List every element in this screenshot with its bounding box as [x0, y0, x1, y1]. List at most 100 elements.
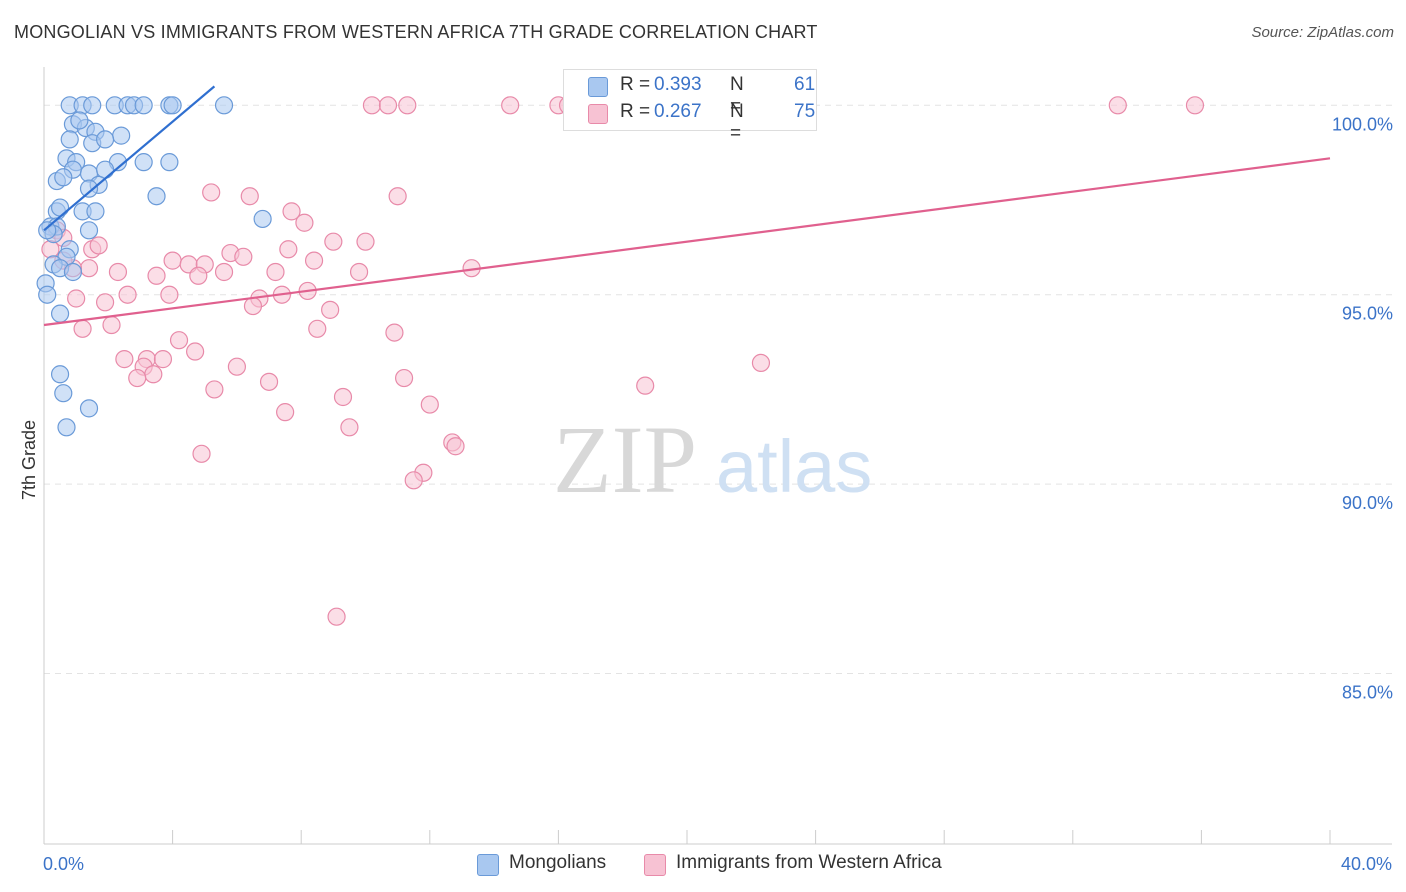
legend-swatch-pink [588, 104, 608, 124]
data-point [134, 153, 153, 172]
legend-label: Mongolians [509, 852, 607, 873]
y-tick-label: 95.0% [1342, 304, 1393, 324]
y-tick-label: 85.0% [1342, 683, 1393, 703]
legend-r-value: 0.393 [654, 74, 702, 95]
data-point [134, 96, 153, 115]
legend-label: Immigrants from Western Africa [676, 852, 942, 873]
data-point [385, 323, 404, 342]
data-point [112, 126, 131, 145]
legend-n-label: N = [730, 74, 744, 117]
data-point [86, 202, 105, 221]
data-point [356, 232, 375, 251]
chart-title: MONGOLIAN VS IMMIGRANTS FROM WESTERN AFR… [14, 22, 818, 42]
legend-n-value: 61 [794, 74, 816, 95]
data-point [54, 384, 73, 403]
data-point [128, 368, 147, 388]
data-point [147, 266, 166, 285]
data-point [214, 96, 234, 115]
data-point [636, 376, 655, 395]
x-tick-label: 0.0% [43, 854, 84, 874]
series-mongolians [36, 96, 272, 437]
source-label: Source: ZipAtlas.com [1251, 24, 1394, 41]
data-point [202, 183, 221, 202]
data-point [147, 187, 166, 206]
data-point [394, 368, 414, 388]
trend-lines [43, 85, 1331, 327]
data-point [102, 315, 121, 335]
data-point [160, 285, 179, 304]
watermark: ZIP atlas [553, 406, 872, 513]
axes [43, 67, 1392, 845]
legend-n-label: N = [730, 101, 744, 144]
data-point [259, 372, 279, 391]
data-point [388, 187, 407, 206]
axis-labels: 100.0% 95.0% 90.0% 85.0% 0.0% 40.0% 7th Grade [19, 114, 1393, 874]
data-point [240, 187, 259, 206]
data-point [398, 96, 417, 115]
legend-swatch-pink [644, 854, 666, 876]
legend-n-value: 75 [794, 101, 816, 122]
legend-r-value: 0.267 [654, 101, 702, 122]
data-point [362, 96, 382, 115]
data-point [115, 350, 134, 369]
data-point [378, 96, 398, 115]
data-point [79, 221, 99, 240]
data-point [1108, 96, 1127, 115]
data-point [404, 471, 423, 490]
data-point [295, 213, 314, 232]
data-point [333, 387, 353, 407]
data-point [50, 304, 70, 323]
data-point [60, 130, 79, 149]
x-tick-label: 40.0% [1341, 854, 1392, 874]
legend-swatch-blue [588, 77, 608, 97]
data-point [79, 179, 99, 198]
trend-line [43, 157, 1331, 327]
data-point [205, 380, 224, 399]
data-point [38, 285, 57, 304]
legend-swatch-blue [477, 854, 499, 876]
data-point [89, 236, 108, 255]
data-point [163, 251, 182, 270]
data-point [153, 350, 173, 369]
data-point [214, 262, 234, 282]
stats-legend: R = 0.393 N = 61 R = 0.267 N = 75 [563, 69, 817, 144]
data-point [108, 262, 128, 282]
data-point [751, 353, 771, 373]
data-point [70, 111, 89, 130]
data-point [95, 130, 115, 149]
data-point [118, 285, 137, 304]
data-point [163, 96, 182, 115]
y-tick-label: 100.0% [1332, 114, 1393, 134]
data-point [1185, 96, 1205, 115]
y-tick-label: 90.0% [1342, 493, 1393, 513]
watermark-zip: ZIP [553, 406, 697, 513]
data-point [57, 418, 76, 437]
data-point [54, 168, 73, 187]
data-point [420, 395, 439, 414]
data-point [189, 266, 208, 285]
data-point [63, 262, 83, 282]
y-axis-label: 7th Grade [19, 420, 39, 500]
data-point [186, 342, 205, 361]
data-point [324, 232, 343, 251]
data-point [340, 418, 359, 437]
data-point [446, 437, 465, 456]
trend-line [43, 85, 216, 232]
data-point [266, 262, 285, 282]
data-point [79, 399, 99, 418]
legend-r-label: R = [620, 74, 651, 95]
data-point [276, 403, 295, 422]
data-point [321, 300, 340, 319]
data-point [79, 259, 99, 278]
legend-r-label: R = [620, 101, 651, 122]
data-point [169, 331, 189, 350]
data-point [160, 153, 179, 172]
data-point [282, 202, 301, 221]
data-point [227, 357, 246, 376]
data-point [192, 444, 211, 463]
data-point [83, 96, 102, 115]
data-point [349, 262, 369, 282]
data-point [253, 209, 272, 229]
data-point [243, 296, 263, 316]
data-point [67, 289, 86, 308]
